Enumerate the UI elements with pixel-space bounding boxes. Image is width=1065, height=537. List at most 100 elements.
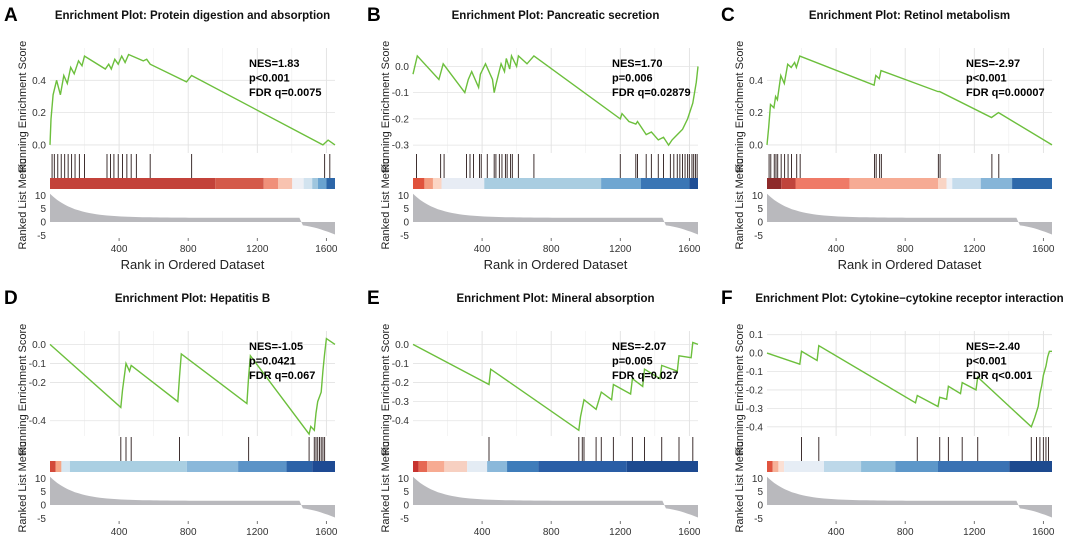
metric-tick-label: -5: [37, 231, 46, 242]
panel-c: C Enrichment Plot: Retinol metabolism 0.0 0…: [721, 5, 1055, 272]
es-tick-label: -0.2: [29, 378, 47, 389]
metric-tick-label: 0: [403, 218, 409, 229]
stat-annotation: NES=1.83: [249, 58, 299, 70]
stat-annotation: NES=-1.05: [249, 341, 303, 353]
color-bar-segment: [484, 178, 602, 189]
color-bar-segment: [641, 178, 690, 189]
x-tick-label: 400: [828, 244, 845, 255]
stat-annotation: FDR q=0.02879: [612, 87, 691, 99]
color-bar-segment: [286, 461, 313, 472]
es-tick-label: 0.0: [749, 140, 763, 151]
panel-f: F Enrichment Plot: Cytokine−cytokine rece…: [721, 288, 1064, 537]
x-tick-label: 800: [543, 527, 560, 537]
color-bar-segment: [784, 461, 824, 472]
color-bar-segment: [50, 178, 216, 189]
x-axis-label: Rank in Ordered Dataset: [484, 257, 628, 272]
x-tick-label: 1200: [609, 527, 632, 537]
x-tick-label: 1200: [963, 527, 986, 537]
panel-letter: E: [367, 288, 380, 309]
color-bar-segment: [303, 178, 313, 189]
enrichment-curve: [49, 337, 336, 436]
es-tick-label: 0.0: [395, 340, 409, 351]
x-tick-label: 1200: [246, 527, 269, 537]
color-bar-segment: [312, 461, 335, 472]
panel-letter: B: [367, 5, 381, 26]
color-bar-segment: [61, 461, 70, 472]
es-tick-label: -0.2: [392, 114, 410, 125]
plot-title: Enrichment Plot: Hepatitis B: [115, 293, 270, 305]
metric-tick-label: -5: [37, 514, 46, 525]
color-bar-segment: [781, 178, 796, 189]
color-bar-segment: [432, 178, 442, 189]
color-bar-segment: [413, 178, 425, 189]
panel-letter: A: [4, 5, 18, 26]
color-bar-segment: [601, 178, 641, 189]
x-tick-label: 1600: [1032, 527, 1055, 537]
es-tick-label: 0.2: [32, 108, 46, 119]
color-bar-segment: [849, 178, 938, 189]
y-axis-label-es: Running Enrichment Score: [17, 41, 29, 172]
metric-tick-label: 0: [403, 501, 409, 512]
stat-annotation: FDR q<0.001: [966, 370, 1032, 382]
stat-annotation: NES=-2.40: [966, 341, 1020, 353]
color-bar-segment: [427, 461, 445, 472]
color-bar-segment: [263, 178, 278, 189]
stat-annotation: FDR q=0.027: [612, 370, 678, 382]
x-tick-label: 1600: [315, 527, 338, 537]
x-tick-label: 800: [897, 244, 914, 255]
color-bar-segment: [824, 461, 862, 472]
y-axis-label-es: Running Enrichment Score: [734, 41, 746, 172]
es-tick-label: -0.1: [29, 359, 47, 370]
color-bar-segment: [895, 461, 938, 472]
y-axis-label-metric: Ranked List Metric: [17, 158, 29, 250]
color-bar-segment: [507, 461, 539, 472]
color-bar-segment: [538, 461, 627, 472]
color-bar-segment: [424, 178, 433, 189]
x-tick-label: 1600: [1032, 244, 1055, 255]
x-axis-label: Rank in Ordered Dataset: [121, 257, 265, 272]
panel-a: A Enrichment Plot: Protein digestion and …: [4, 5, 338, 272]
color-bar-segment: [767, 178, 782, 189]
stat-annotation: p<0.001: [249, 73, 290, 85]
es-tick-label: -0.4: [392, 416, 410, 427]
es-tick-label: -0.1: [392, 88, 410, 99]
metric-tick-label: 10: [35, 474, 47, 485]
es-tick-label: 0.0: [32, 140, 46, 151]
color-bar-segment: [444, 461, 468, 472]
x-tick-label: 1600: [678, 244, 701, 255]
metric-tick-label: -5: [754, 514, 763, 525]
x-tick-label: 400: [828, 527, 845, 537]
color-bar-segment: [689, 178, 698, 189]
x-tick-label: 1600: [678, 527, 701, 537]
stat-annotation: p<0.001: [966, 73, 1007, 85]
color-bar-segment: [55, 461, 62, 472]
color-bar-segment: [980, 178, 1013, 189]
color-bar-segment: [938, 461, 1010, 472]
metric-tick-label: -5: [754, 231, 763, 242]
enrichment-curve: [766, 55, 1053, 146]
color-bar-segment: [326, 178, 335, 189]
metric-tick-label: 5: [403, 487, 409, 498]
color-bar-segment: [467, 461, 488, 472]
color-bar-segment: [1012, 178, 1052, 189]
stat-annotation: FDR q=0.00007: [966, 87, 1045, 99]
color-bar-segment: [50, 461, 56, 472]
color-bar-segment: [215, 178, 264, 189]
plot-title: Enrichment Plot: Mineral absorption: [456, 293, 654, 305]
color-bar-segment: [952, 178, 981, 189]
plot-title: Enrichment Plot: Pancreatic secretion: [452, 10, 660, 22]
stat-annotation: p<0.001: [966, 356, 1007, 368]
color-bar-segment: [278, 178, 293, 189]
x-tick-label: 800: [897, 527, 914, 537]
color-bar-segment: [626, 461, 698, 472]
stat-annotation: p=0.006: [612, 73, 653, 85]
es-tick-label: -0.3: [392, 141, 410, 152]
es-tick-label: 0.4: [32, 76, 46, 87]
panel-d: D Enrichment Plot: Hepatitis B 0.0 -0.1 -0.2…: [4, 288, 338, 537]
x-tick-label: 400: [111, 244, 128, 255]
y-axis-label-metric: Ranked List Metric: [734, 158, 746, 250]
metric-tick-label: 5: [403, 204, 409, 215]
stat-annotation: NES=1.70: [612, 58, 662, 70]
metric-tick-label: 10: [752, 191, 764, 202]
ranked-metric-area: [767, 193, 1052, 235]
